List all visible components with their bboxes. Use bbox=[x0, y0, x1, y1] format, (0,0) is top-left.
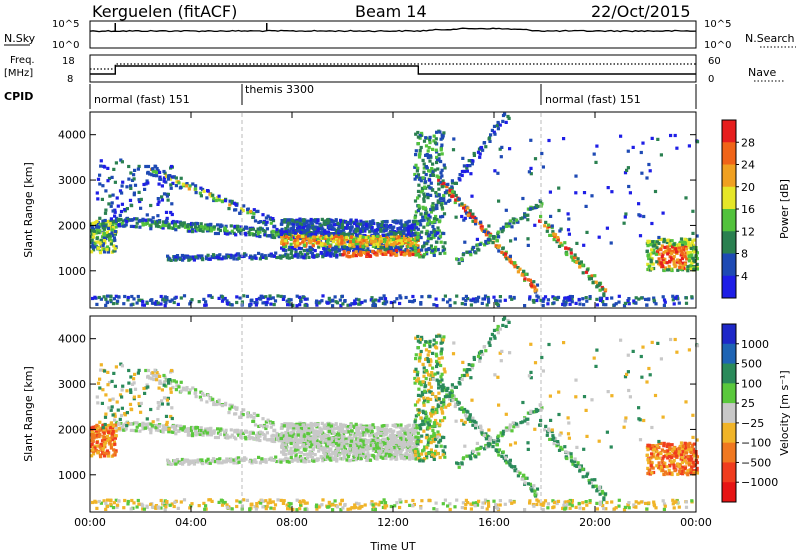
velocity-colorbar-label: Velocity [m s⁻¹] bbox=[778, 370, 791, 455]
power-cbar-swatch-1 bbox=[722, 142, 736, 165]
nsky-trace bbox=[90, 28, 696, 31]
power-cbar-swatch-2 bbox=[722, 165, 736, 188]
power-panel: 1000 2000 3000 4000 Slant Range [km] bbox=[22, 112, 699, 308]
x-tick-label-6: 00:00 bbox=[680, 516, 712, 529]
freq-unit: [MHz] bbox=[4, 68, 33, 79]
vel-cbar-tick-label-7: −1000 bbox=[741, 476, 778, 489]
power-frame bbox=[90, 112, 696, 308]
x-tick-label-3: 12:00 bbox=[377, 516, 409, 529]
station-title: Kerguelen (fitACF) bbox=[92, 2, 237, 21]
power-cbar-swatch-0 bbox=[722, 120, 736, 143]
power-cbar-tick-label-1: 8 bbox=[741, 248, 748, 261]
velocity-data-cells bbox=[90, 317, 699, 512]
freq-tick-high: 18 bbox=[62, 56, 75, 67]
nsearch-tick-high: 10^5 bbox=[704, 19, 731, 30]
power-cbar-tick-label-0: 4 bbox=[741, 270, 748, 283]
power-cbar-swatch-6 bbox=[722, 254, 736, 277]
vel-cbar-swatch-1 bbox=[722, 344, 736, 364]
nsky-tick-high: 10^5 bbox=[52, 19, 79, 30]
freq-trace bbox=[90, 66, 696, 74]
vel-cbar-tick-label-4: −25 bbox=[741, 417, 764, 430]
x-tick-label-5: 20:00 bbox=[579, 516, 611, 529]
power-x-ticks bbox=[90, 112, 696, 308]
vel-cbar-tick-label-2: 100 bbox=[741, 377, 762, 390]
vel-cbar-swatch-5 bbox=[722, 423, 736, 443]
velocity-y-label: Slant Range [km] bbox=[22, 366, 35, 462]
velocity-colorbar: 1000 500 100 25 −25 −100 −500 −1000 Velocity [m… bbox=[722, 324, 791, 503]
power-colorbar-label: Power [dB] bbox=[778, 179, 791, 239]
beam-title: Beam 14 bbox=[355, 2, 427, 21]
power-cbar-swatch-3 bbox=[722, 187, 736, 210]
nsky-strip: N.Sky 10^5 10^0 10^5 10^0 N.Search bbox=[4, 19, 796, 51]
nsearch-label: N.Search bbox=[745, 32, 795, 45]
vel-cbar-tick-label-0: 1000 bbox=[741, 338, 769, 351]
vel-cbar-swatch-2 bbox=[722, 364, 736, 384]
vel-ytick-label-1: 2000 bbox=[58, 423, 86, 436]
nave-tick-high: 60 bbox=[708, 56, 721, 67]
power-ytick-label-3: 4000 bbox=[58, 129, 86, 142]
cpid-row: CPID normal (fast) 151 themis 3300 norma… bbox=[4, 83, 696, 109]
vel-ytick-label-0: 1000 bbox=[58, 469, 86, 482]
cpid-label: CPID bbox=[4, 90, 33, 103]
date-title: 22/Oct/2015 bbox=[591, 2, 691, 21]
nsky-tick-low: 10^0 bbox=[52, 40, 79, 51]
x-tick-label-0: 00:00 bbox=[74, 516, 106, 529]
power-cbar-tick-label-4: 20 bbox=[741, 181, 755, 194]
x-tick-label-1: 04:00 bbox=[175, 516, 207, 529]
power-cbar-swatch-5 bbox=[722, 231, 736, 254]
vel-cbar-tick-label-1: 500 bbox=[741, 358, 762, 371]
vel-cbar-swatch-6 bbox=[722, 443, 736, 463]
vel-cbar-swatch-3 bbox=[722, 383, 736, 403]
power-cbar-tick-label-6: 28 bbox=[741, 136, 755, 149]
nave-tick-low: 0 bbox=[708, 74, 714, 85]
cpid-mode-1: normal (fast) 151 bbox=[94, 93, 190, 106]
power-cbar-swatch-7 bbox=[722, 276, 736, 299]
vel-ytick-label-3: 4000 bbox=[58, 333, 86, 346]
nsearch-tick-low: 10^0 bbox=[704, 40, 731, 51]
power-cbar-tick-label-3: 16 bbox=[741, 203, 755, 216]
power-colorbar: 4 8 12 16 20 24 28 Power [dB] bbox=[722, 120, 791, 299]
freq-tick-low: 8 bbox=[67, 74, 73, 85]
power-ytick-label-2: 3000 bbox=[58, 174, 86, 187]
power-data-cells bbox=[90, 113, 699, 308]
power-cbar-tick-label-2: 12 bbox=[741, 225, 755, 238]
x-tick-label-4: 16:00 bbox=[478, 516, 510, 529]
freq-strip: Freq. [MHz] 18 8 60 0 Nave bbox=[4, 55, 784, 85]
vel-cbar-swatch-7 bbox=[722, 462, 736, 482]
cpid-mode-2: themis 3300 bbox=[245, 83, 314, 96]
power-y-label: Slant Range [km] bbox=[22, 162, 35, 258]
x-axis-label: Time UT bbox=[369, 540, 415, 553]
vel-cbar-tick-label-3: 25 bbox=[741, 397, 755, 410]
power-cbar-swatch-4 bbox=[722, 209, 736, 232]
vel-cbar-swatch-8 bbox=[722, 482, 736, 502]
power-ytick-label-1: 2000 bbox=[58, 219, 86, 232]
freq-label: Freq. bbox=[10, 55, 35, 66]
vel-cbar-tick-label-5: −100 bbox=[741, 437, 771, 450]
nsky-label: N.Sky bbox=[4, 32, 36, 45]
power-ytick-label-0: 1000 bbox=[58, 265, 86, 278]
cpid-mode-3: normal (fast) 151 bbox=[545, 93, 641, 106]
vel-cbar-swatch-4 bbox=[722, 403, 736, 423]
velocity-frame bbox=[90, 316, 696, 512]
x-tick-label-2: 08:00 bbox=[276, 516, 308, 529]
vel-cbar-tick-label-6: −500 bbox=[741, 456, 771, 469]
velocity-x-axis: 00:00 04:00 08:00 12:00 16:00 20:00 00:00 bbox=[74, 316, 712, 529]
power-cbar-tick-label-5: 24 bbox=[741, 159, 755, 172]
nave-label: Nave bbox=[748, 66, 776, 79]
vel-cbar-swatch-0 bbox=[722, 324, 736, 344]
vel-ytick-label-2: 3000 bbox=[58, 378, 86, 391]
